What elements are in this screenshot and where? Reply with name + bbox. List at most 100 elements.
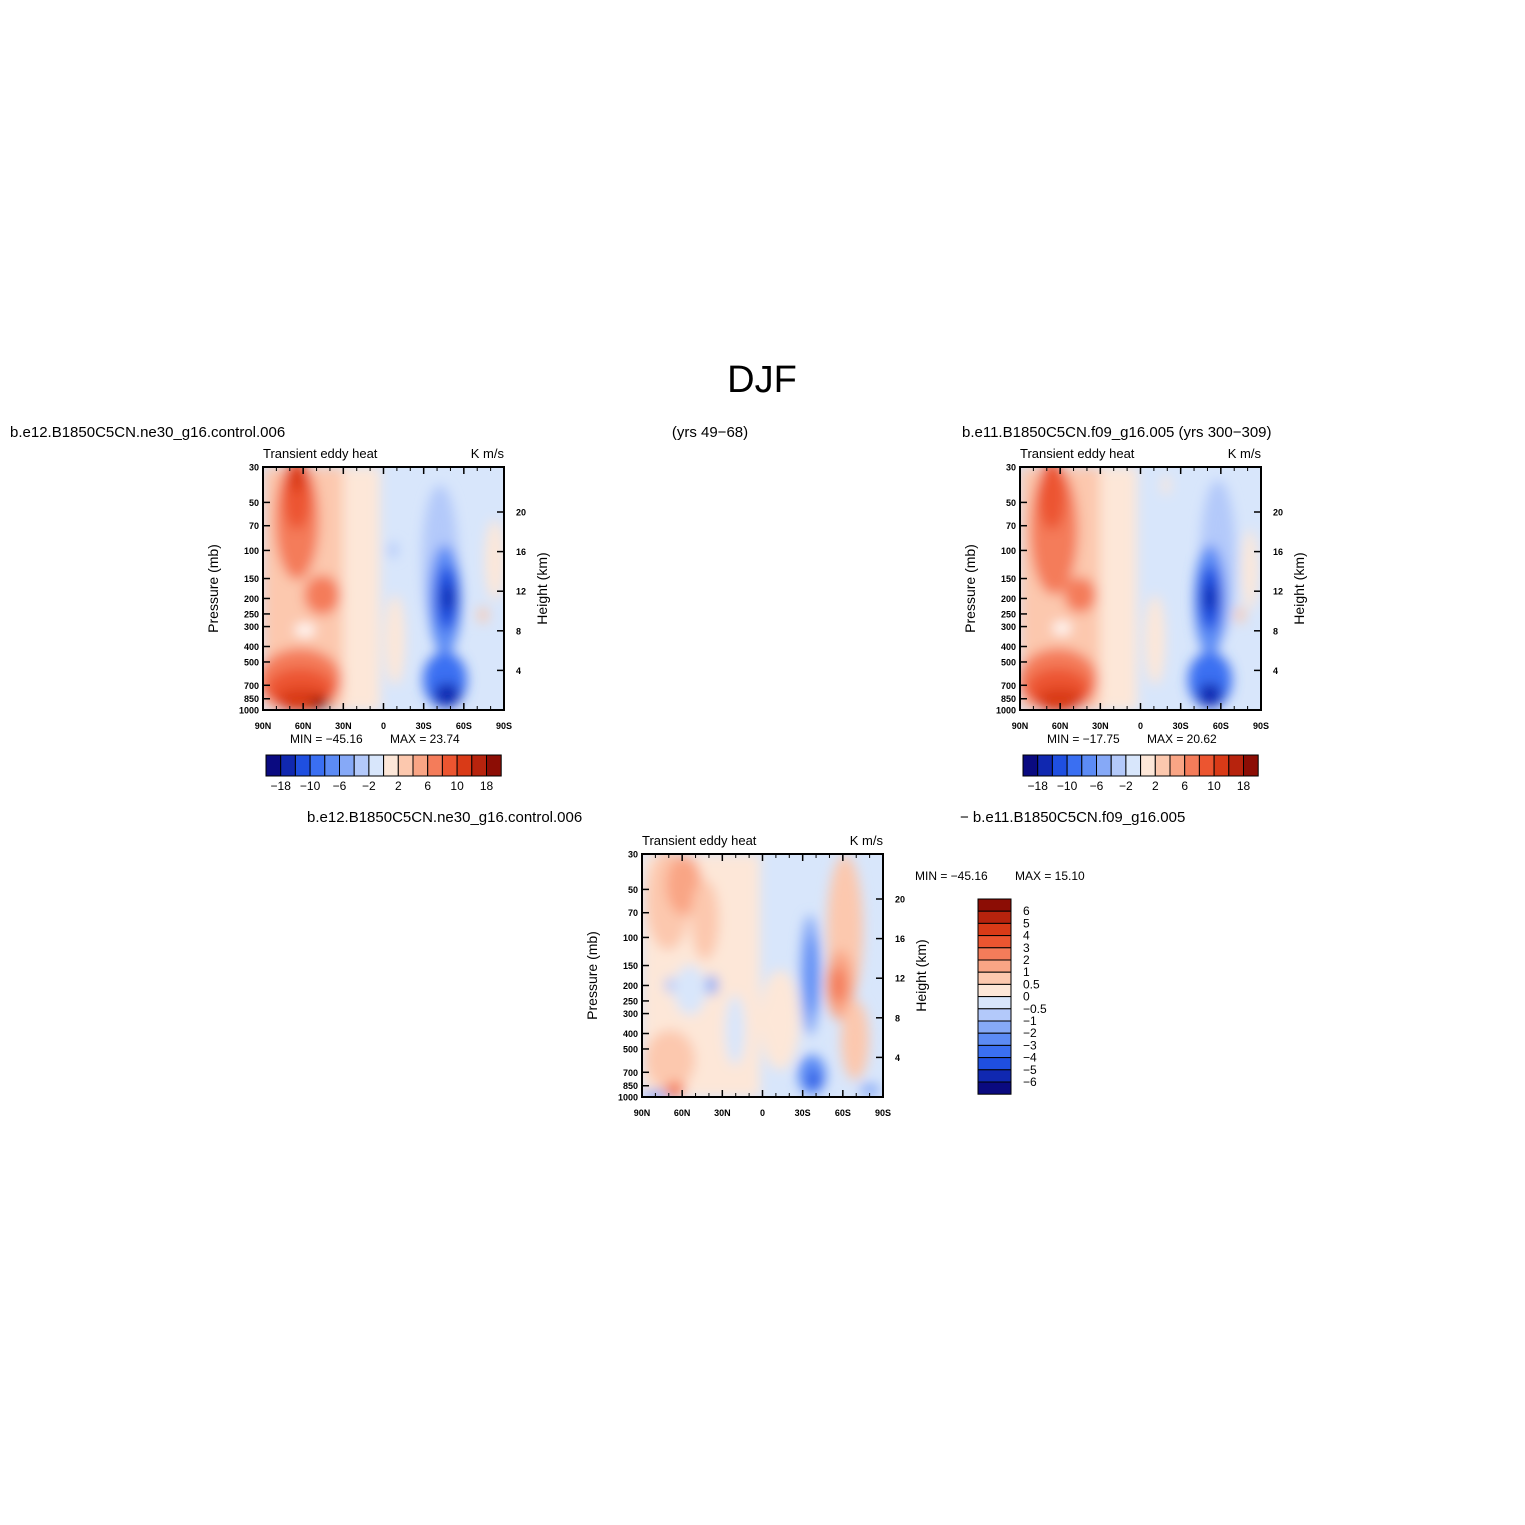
y-right-tick-label: 16: [516, 547, 526, 557]
x-tick-label: 90S: [875, 1108, 891, 1118]
colorbar-swatch: [1051, 754, 1068, 777]
colorbar-swatch: [977, 922, 1012, 937]
colorbar-swatch: [977, 983, 1012, 998]
y-right-tick-label: 8: [516, 626, 521, 636]
colorbar-label: 2: [1023, 953, 1030, 967]
x-tick-label: 90N: [634, 1108, 651, 1118]
panel2-field: [1020, 467, 1261, 710]
y-right-tick-label: 16: [1273, 547, 1283, 557]
colorbar-swatch: [1125, 754, 1142, 777]
y-tick-label: 250: [244, 609, 259, 619]
colorbar-swatch: [471, 754, 487, 777]
colorbar-label: 4: [1023, 929, 1030, 943]
colorbar-label: 10: [450, 779, 464, 793]
panel1-colorbar: −18 −10 −6 −2 2 6 10 18: [265, 754, 502, 793]
colorbar-label: 6: [424, 779, 431, 793]
diff-chart: 90N 60N 30N 0 30S 60S 90S305070100150200250300…: [584, 833, 1085, 1118]
colorbar-label: 0: [1023, 990, 1030, 1004]
y-right-tick-label: 12: [516, 587, 526, 597]
y-tick-label: 700: [244, 681, 259, 691]
colorbar-label: 2: [395, 779, 402, 793]
panel-title: Transient eddy heat: [263, 446, 378, 461]
x-tick-label: 90N: [1012, 721, 1029, 731]
y-tick-label: 100: [623, 933, 638, 943]
colorbar-swatch: [1140, 754, 1156, 777]
colorbar-swatch: [1066, 754, 1083, 777]
center-header: (yrs 49−68): [672, 424, 748, 441]
colorbar-label: −3: [1023, 1038, 1037, 1052]
y-right-tick-label: 20: [1273, 508, 1283, 518]
y-tick-label: 50: [1006, 498, 1016, 508]
y-axis-label: Pressure (mb): [962, 544, 978, 633]
colorbar-label: −2: [362, 779, 376, 793]
y-right-tick-label: 4: [1273, 666, 1278, 676]
y-right-tick-label: 16: [895, 934, 905, 944]
min-label: MIN = −45.16: [290, 732, 363, 746]
y-tick-label: 300: [244, 622, 259, 632]
y-tick-label: 400: [623, 1029, 638, 1039]
colorbar-label: 6: [1181, 779, 1188, 793]
colorbar-swatch: [456, 754, 473, 777]
panel-title: Transient eddy heat: [642, 833, 757, 848]
y-right-tick-label: 8: [895, 1013, 900, 1023]
y-right-tick-label: 8: [1273, 626, 1278, 636]
colorbar-swatch: [1022, 754, 1039, 777]
colorbar-swatch: [1184, 754, 1200, 777]
colorbar-swatch: [486, 754, 502, 777]
colorbar-swatch: [309, 754, 326, 777]
y-tick-label: 250: [623, 996, 638, 1006]
colorbar-swatch: [977, 1020, 1012, 1034]
colorbar-label: −2: [1023, 1026, 1037, 1040]
colorbar-swatch: [441, 754, 458, 777]
x-tick-label: 90N: [255, 721, 272, 731]
y-tick-label: 30: [1006, 463, 1016, 473]
colorbar-label: 5: [1023, 916, 1030, 930]
x-tick-label: 60S: [456, 721, 472, 731]
y-tick-label: 50: [628, 885, 638, 895]
y-tick-label: 100: [1001, 546, 1016, 556]
colorbar-swatch: [977, 947, 1012, 961]
y-tick-label: 850: [244, 694, 259, 704]
x-tick-label: 60N: [1052, 721, 1069, 731]
panel1-chart: 90N 60N 30N 0 30S 60S 90S 30 50 70 100 150 200 250 300…: [205, 446, 550, 746]
y-tick-label: 500: [623, 1044, 638, 1054]
colorbar-swatch: [977, 935, 1012, 949]
diff-left-header: b.e12.B1850C5CN.ne30_g16.control.006: [307, 809, 582, 826]
colorbar-label: −18: [271, 779, 292, 793]
x-tick-label: 60S: [1213, 721, 1229, 731]
colorbar-swatch: [368, 754, 385, 777]
y-tick-label: 500: [244, 657, 259, 667]
x-tick-label: 0: [1138, 721, 1143, 731]
y-tick-label: 500: [1001, 657, 1016, 667]
y-right-tick-label: 12: [1273, 587, 1283, 597]
y-tick-label: 300: [623, 1009, 638, 1019]
y-tick-label: 700: [623, 1068, 638, 1078]
x-tick-label: 0: [381, 721, 386, 731]
y-right-tick-label: 20: [895, 895, 905, 905]
y-tick-label: 150: [244, 574, 259, 584]
max-label: MAX = 15.10: [1015, 869, 1085, 883]
x-tick-label: 90S: [496, 721, 512, 731]
colorbar-swatch: [977, 898, 1012, 912]
colorbar-label: −2: [1119, 779, 1133, 793]
colorbar-swatch: [977, 1008, 1012, 1022]
x-tick-label: 0: [760, 1108, 765, 1118]
figure-title: DJF: [727, 359, 797, 401]
colorbar-swatch: [427, 754, 443, 777]
diff-field: [642, 854, 883, 1097]
colorbar-label: 6: [1023, 904, 1030, 918]
colorbar-swatch: [1213, 754, 1230, 777]
colorbar-label: −6: [1023, 1075, 1037, 1089]
colorbar-swatch: [1154, 754, 1171, 777]
y-tick-label: 200: [623, 981, 638, 991]
y-tick-label: 70: [249, 521, 259, 531]
y-tick-label: 200: [244, 594, 259, 604]
max-label: MAX = 20.62: [1147, 732, 1217, 746]
colorbar-label: −18: [1028, 779, 1049, 793]
colorbar-label: 0.5: [1023, 977, 1040, 991]
colorbar-swatch: [1243, 754, 1259, 777]
y-tick-label: 200: [1001, 594, 1016, 604]
colorbar-swatch: [294, 754, 311, 777]
colorbar-swatch: [1169, 754, 1186, 777]
